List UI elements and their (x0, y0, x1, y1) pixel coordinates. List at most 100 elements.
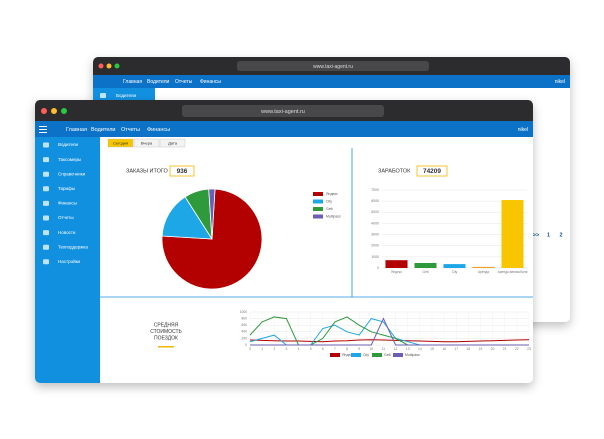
sidebar-item[interactable]: Техподдержка (58, 244, 88, 249)
total: 936 (177, 168, 188, 175)
sidebar-item[interactable]: Новости (58, 230, 76, 235)
legend-swatch (351, 353, 361, 357)
legend-swatch (313, 199, 323, 204)
legend-swatch (313, 207, 323, 211)
sidebar-item[interactable]: Тарифы (58, 186, 75, 191)
zoom-button[interactable] (114, 63, 120, 69)
user-name[interactable]: nikel (555, 79, 565, 85)
menu-icon[interactable] (39, 126, 47, 127)
x-tick-label: Яндекс (391, 270, 402, 274)
minimize-button[interactable] (106, 63, 112, 69)
x-tick-label: 19 (479, 347, 483, 351)
sidebar-icon (43, 215, 49, 221)
y-tick-label: 7000 (371, 188, 379, 192)
x-tick-label: Аренда (478, 270, 489, 274)
legend-label: City (326, 200, 332, 204)
menu-icon[interactable] (39, 132, 47, 133)
address-bar[interactable] (182, 105, 384, 117)
legend-swatch (372, 353, 382, 357)
x-tick-label: 23 (527, 347, 531, 351)
nav-item[interactable]: Главная (66, 127, 87, 133)
y-tick-label: 400 (241, 330, 247, 334)
zoom-button[interactable] (61, 108, 67, 114)
nav-item[interactable]: Финансы (147, 127, 170, 133)
bar (443, 264, 466, 268)
close-button[interactable] (41, 108, 47, 114)
sidebar-icon (43, 157, 49, 163)
x-tick-label: 6 (322, 347, 324, 351)
bar (501, 200, 524, 268)
url: www.taxi-agent.ru (313, 64, 353, 70)
chart-title: СТОИМОСТЬ (150, 329, 182, 335)
y-tick-label: 1000 (371, 255, 379, 259)
total-box (416, 165, 448, 177)
legend-swatch (313, 214, 323, 219)
bar (472, 266, 495, 268)
x-tick-label: 0 (249, 347, 251, 351)
y-tick-label: 3000 (371, 232, 379, 236)
sidebar-item[interactable]: Настройки (58, 258, 81, 264)
legend-label: Multipass (405, 353, 420, 357)
x-tick-label: 22 (515, 347, 519, 351)
url: www.taxi-agent.ru (260, 109, 305, 115)
tab[interactable] (133, 138, 160, 148)
sidebar-item[interactable]: Таксомеры (58, 157, 81, 162)
tab[interactable] (107, 138, 134, 148)
chart-title: ПОЕЗДОК (154, 335, 178, 341)
bar (414, 262, 437, 268)
nav-item[interactable]: Водители (91, 127, 116, 133)
close-button[interactable] (98, 63, 104, 69)
pager-item[interactable]: 2 (559, 232, 562, 238)
y-tick-label: 800 (241, 316, 247, 320)
sidebar-icon (43, 171, 49, 177)
x-tick-label: Gett (422, 270, 428, 274)
sidebar (35, 137, 100, 383)
sidebar-item[interactable]: Водители (58, 142, 79, 147)
pager-item[interactable]: 1 (547, 232, 550, 238)
x-tick-label: 21 (503, 347, 507, 351)
y-tick-label: 600 (241, 323, 247, 327)
chart-title: СРЕДНЯЯ (154, 322, 179, 328)
tab-label[interactable]: Сегодня (113, 140, 128, 145)
legend-label: Multipass (326, 215, 341, 219)
x-tick-label: 9 (358, 347, 360, 351)
nav-item[interactable]: Главная (123, 79, 142, 85)
sidebar-item[interactable]: Финансы (58, 201, 77, 206)
legend-label: City (363, 353, 369, 357)
nav-item[interactable]: Водители (147, 79, 169, 85)
sidebar-icon (43, 230, 49, 236)
x-tick-label: 13 (406, 347, 410, 351)
x-tick-label: Аренда автомобиля (498, 270, 528, 274)
nav-item[interactable]: Финансы (200, 79, 221, 85)
tab-label[interactable]: Дата (168, 140, 178, 145)
nav-item[interactable]: Отчеты (175, 79, 193, 85)
x-tick-label: 7 (334, 347, 336, 351)
x-tick-label: 1 (261, 347, 263, 351)
y-tick-label: 6000 (371, 199, 379, 203)
minimize-button[interactable] (51, 108, 57, 114)
x-tick-label: 5 (310, 347, 312, 351)
user-name[interactable]: nikel (518, 127, 528, 133)
tab[interactable] (159, 138, 186, 148)
nav-bar (93, 75, 570, 88)
nav-item[interactable]: Отчеты (121, 127, 140, 133)
x-tick-label: 17 (454, 347, 458, 351)
chart-title: ЗАРАБОТОК (378, 168, 411, 174)
sidebar-item[interactable]: Справочники (58, 171, 86, 176)
sidebar-item[interactable]: Водители (116, 93, 137, 98)
nav-bar (35, 121, 533, 137)
x-tick-label: 4 (298, 347, 300, 351)
y-tick-label: 5000 (371, 210, 379, 214)
menu-icon[interactable] (39, 129, 47, 130)
pie-slice (208, 188, 216, 240)
sidebar-item[interactable]: Отчеты (58, 215, 74, 220)
x-tick-label: 8 (346, 347, 348, 351)
tab-label[interactable]: Вчера (141, 140, 153, 145)
legend-label: Gett (326, 207, 333, 211)
y-tick-label: 0 (377, 266, 379, 270)
pager-item[interactable]: >> (533, 232, 539, 238)
address-bar[interactable] (237, 61, 429, 71)
x-tick-label: 10 (369, 347, 373, 351)
sidebar-icon (43, 186, 49, 192)
